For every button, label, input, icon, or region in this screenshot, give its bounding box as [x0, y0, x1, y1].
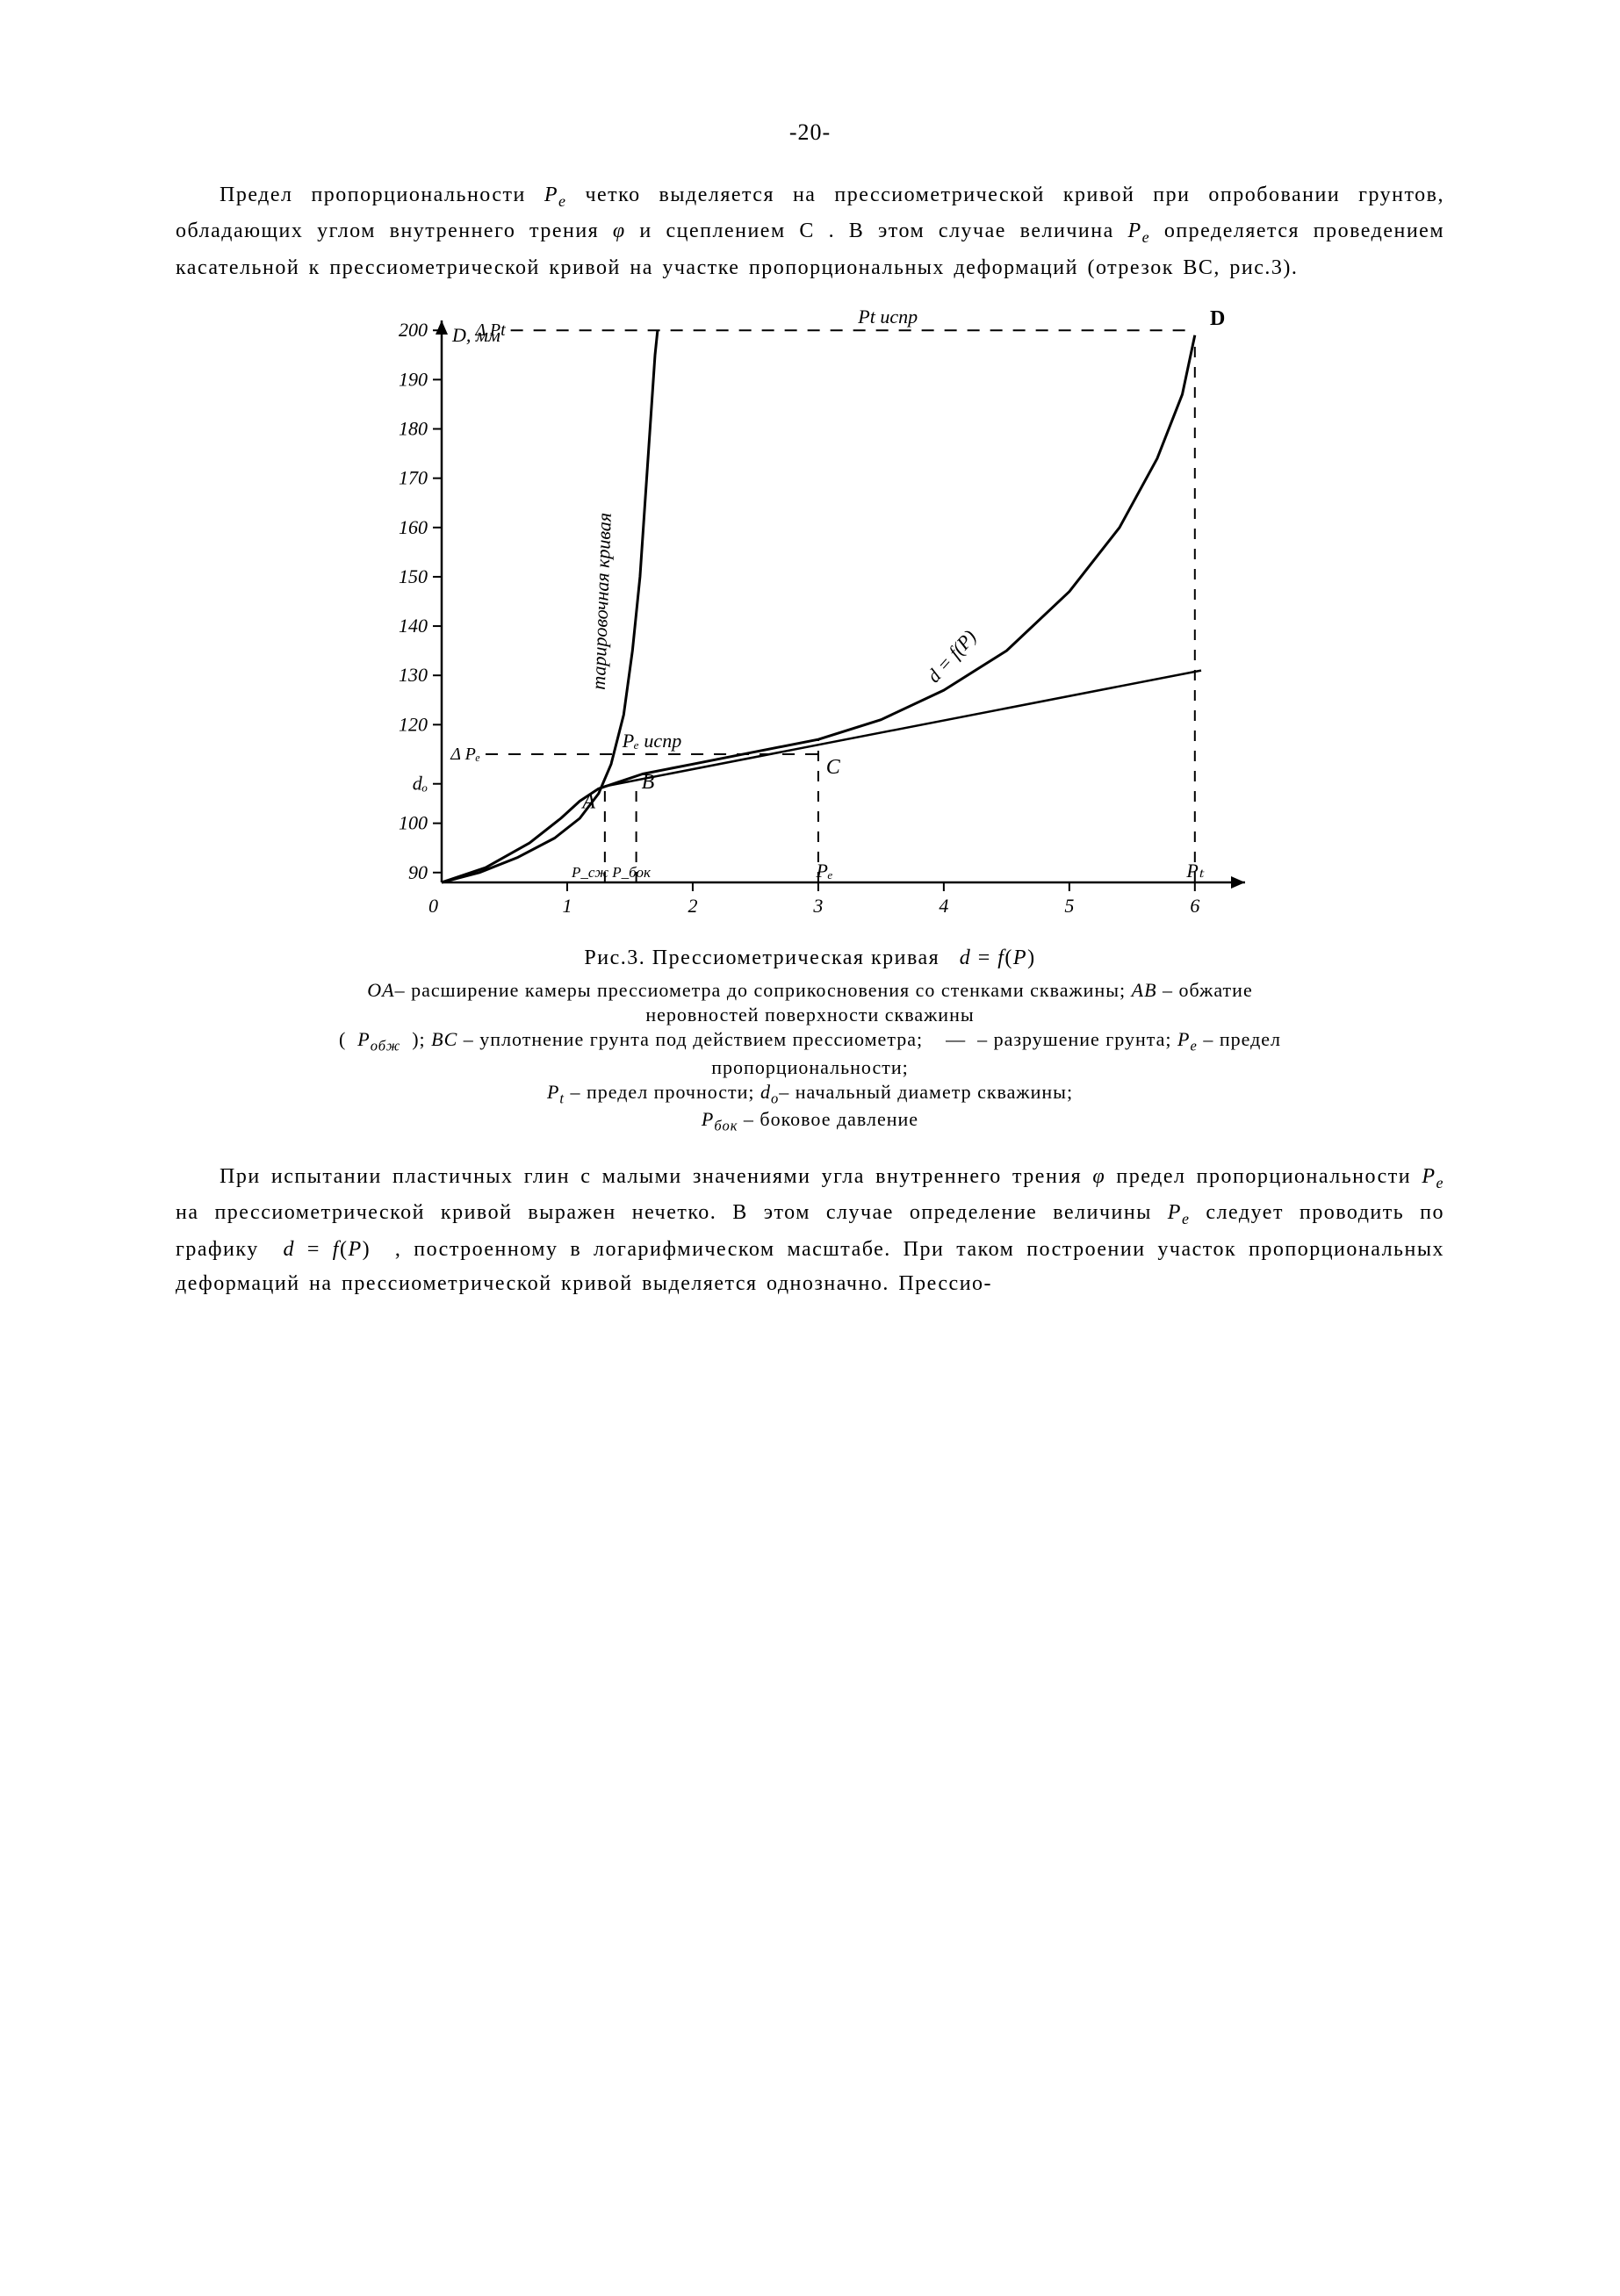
svg-text:120: 120: [399, 714, 428, 736]
paragraph-2: При испытании пластичных глин с малыми з…: [176, 1160, 1444, 1302]
svg-text:d = f(P): d = f(P): [922, 626, 980, 687]
page-number: -20-: [176, 114, 1444, 152]
svg-text:dₒ: dₒ: [412, 773, 427, 795]
svg-text:6: 6: [1190, 895, 1199, 917]
figure-3-chart: 90100120130140150160170180190200dₒD, мм1…: [349, 303, 1271, 935]
svg-text:Δ Pt: Δ Pt: [474, 321, 506, 341]
svg-text:100: 100: [399, 812, 428, 834]
svg-text:Pₜ: Pₜ: [1185, 860, 1204, 882]
svg-text:D: D: [1209, 308, 1224, 331]
svg-text:5: 5: [1064, 895, 1074, 917]
svg-text:A: A: [580, 791, 595, 814]
figure-caption: Рис.3. Прессиометрическая кривая d = f(P…: [334, 944, 1286, 972]
svg-text:200: 200: [399, 320, 428, 342]
svg-text:C: C: [825, 756, 840, 779]
svg-text:Pt испр: Pt испр: [857, 306, 918, 328]
svg-text:P_сж P_бок: P_сж P_бок: [571, 864, 652, 881]
svg-text:130: 130: [399, 665, 428, 687]
svg-text:B: B: [641, 771, 654, 794]
svg-text:160: 160: [399, 516, 428, 538]
svg-text:1: 1: [562, 895, 572, 917]
paragraph-1: Предел пропорциональности Pe четко выдел…: [176, 178, 1444, 286]
svg-text:150: 150: [399, 565, 428, 587]
svg-text:90: 90: [408, 861, 428, 883]
svg-text:3: 3: [812, 895, 823, 917]
svg-text:4: 4: [939, 895, 948, 917]
svg-text:тарировочная кривая: тарировочная кривая: [587, 513, 615, 691]
svg-text:190: 190: [399, 369, 428, 391]
svg-text:Pₑ: Pₑ: [815, 860, 832, 882]
svg-text:180: 180: [399, 418, 428, 440]
svg-text:140: 140: [399, 615, 428, 637]
svg-text:2: 2: [688, 895, 697, 917]
svg-text:0: 0: [428, 895, 438, 917]
figure-legend: OA– расширение камеры прессиометра до со…: [334, 978, 1286, 1135]
svg-text:Pₑ испр: Pₑ испр: [621, 730, 680, 752]
svg-text:170: 170: [399, 467, 428, 489]
svg-text:Δ Pₑ: Δ Pₑ: [450, 745, 480, 764]
